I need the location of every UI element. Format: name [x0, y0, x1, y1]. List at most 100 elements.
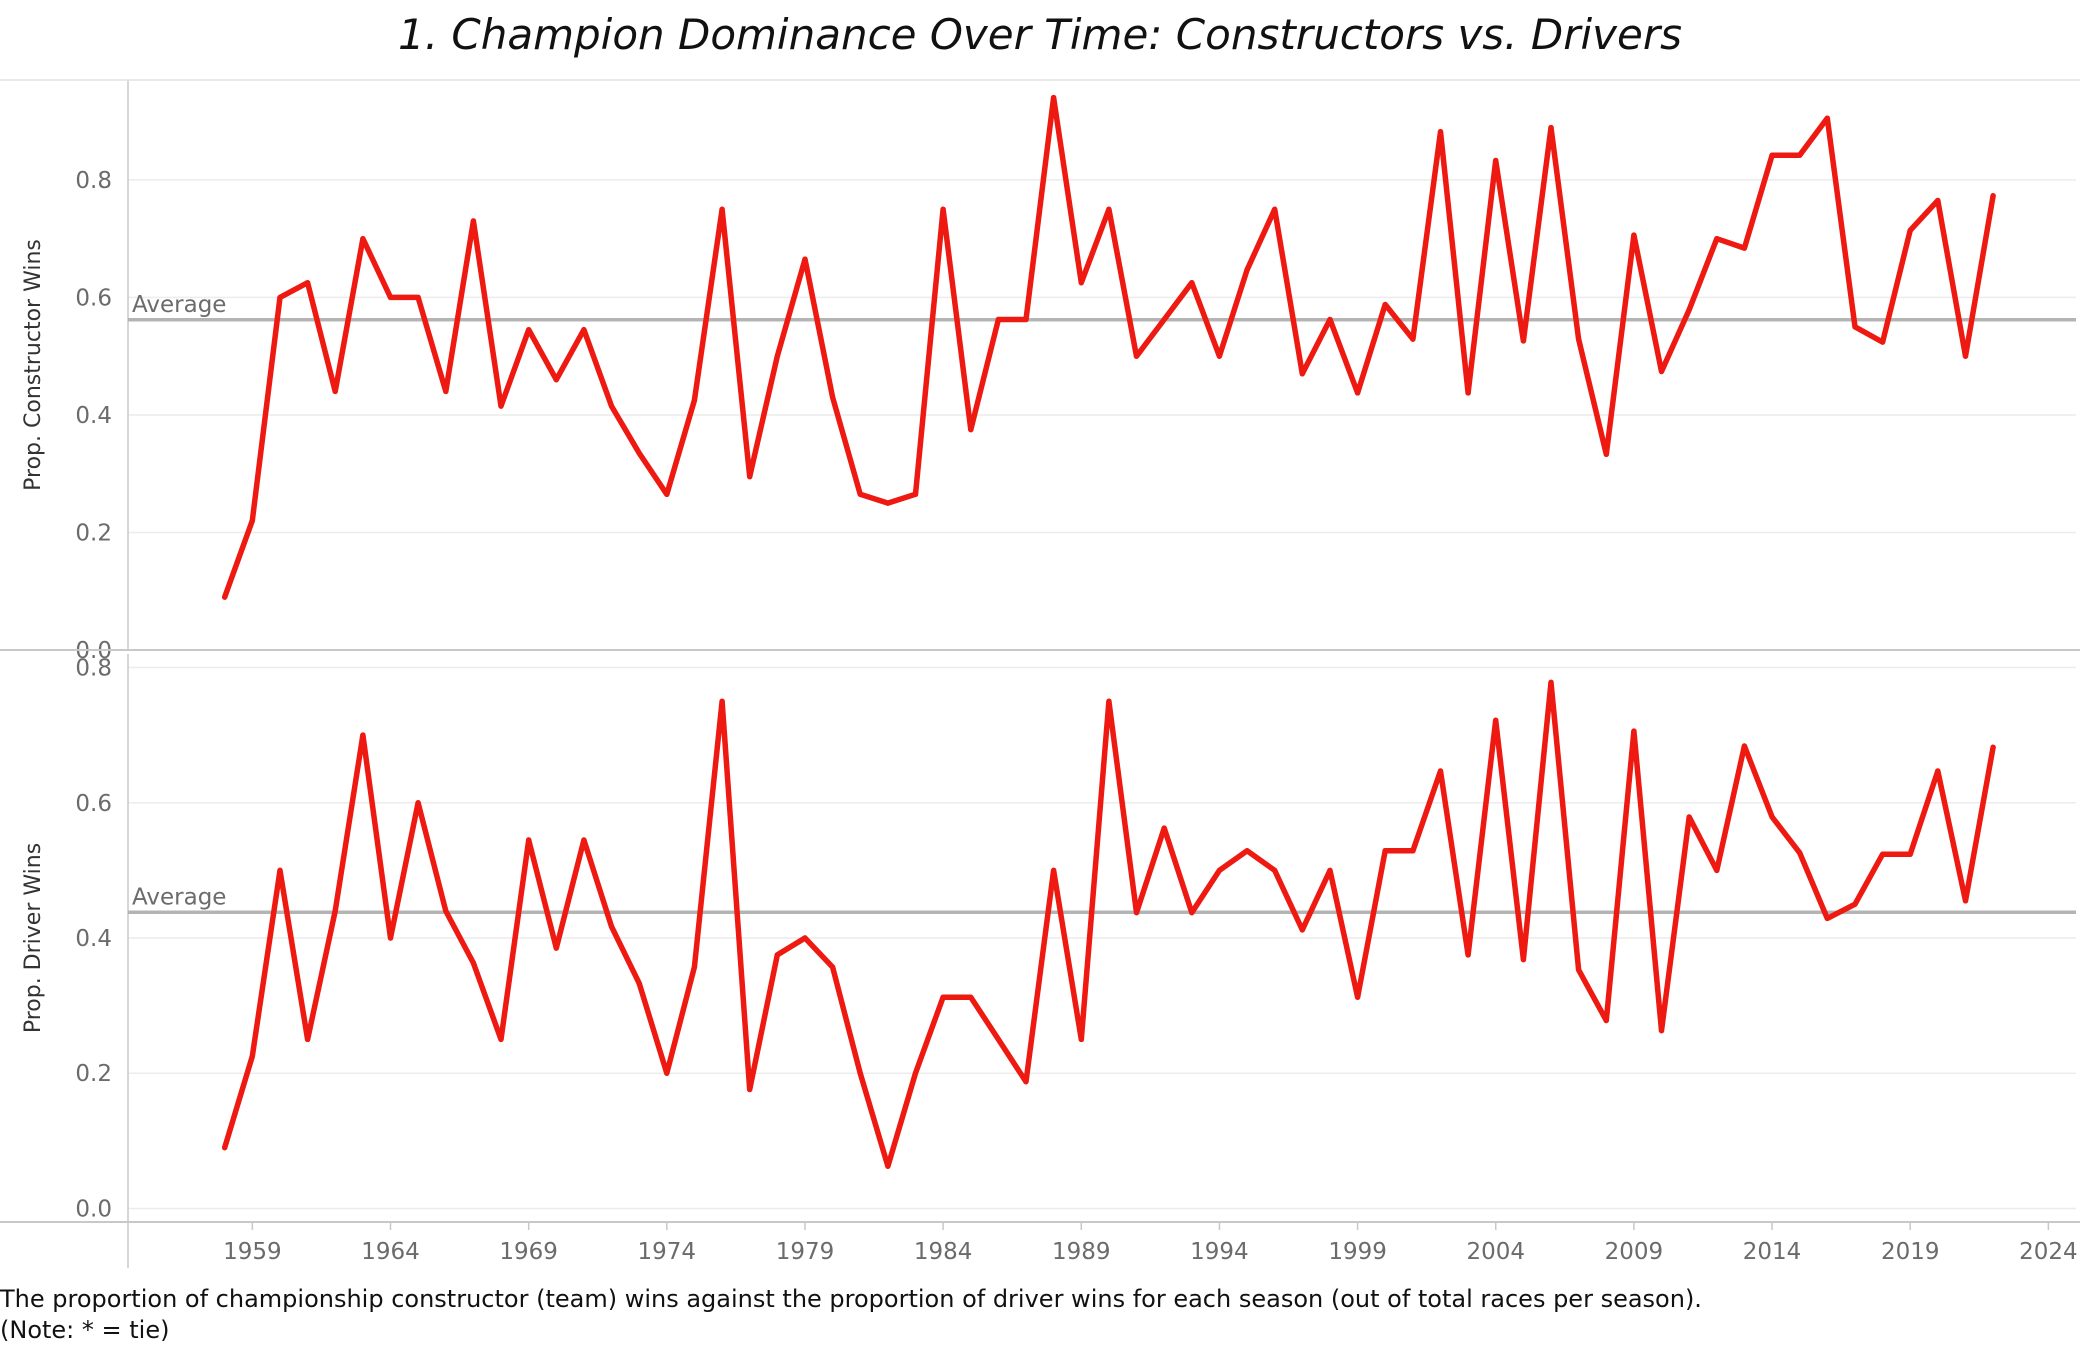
data-point — [1962, 353, 1969, 359]
data-point — [912, 1070, 919, 1076]
average-label: Average — [132, 884, 226, 910]
x-tick-label: 1989 — [1052, 1239, 1111, 1265]
data-point — [443, 388, 449, 395]
data-point — [1714, 867, 1720, 873]
data-point — [1327, 867, 1333, 873]
x-tick-label: 2004 — [1466, 1239, 1525, 1265]
data-point — [1520, 338, 1526, 344]
data-point — [1133, 910, 1140, 916]
data-point — [1962, 898, 1969, 904]
data-point — [553, 377, 559, 383]
data-point — [1824, 115, 1830, 121]
data-point — [1935, 768, 1941, 774]
x-tick-label: 1959 — [223, 1239, 282, 1265]
data-point — [691, 964, 698, 970]
data-point — [1189, 280, 1195, 286]
data-point — [1907, 227, 1913, 234]
data-point — [1852, 324, 1858, 330]
y-tick-label: 0.2 — [75, 520, 112, 546]
data-point — [1741, 743, 1748, 749]
data-point — [1272, 867, 1278, 873]
data-point — [1161, 316, 1167, 323]
data-point — [470, 218, 476, 224]
y-tick-label: 0.0 — [75, 1196, 112, 1222]
data-point — [387, 294, 394, 301]
data-point — [1797, 850, 1803, 856]
data-point — [774, 353, 780, 359]
data-point — [1161, 825, 1167, 831]
x-axis: 1959 1964 1969 1974 1979 1984 1989 1994 1999 2004… — [127, 1222, 2078, 1268]
data-point — [1548, 679, 1554, 686]
data-point — [1686, 307, 1692, 313]
data-point — [1327, 316, 1333, 323]
data-point — [1410, 336, 1416, 342]
data-point — [995, 1036, 1001, 1043]
y-tick-label: 0.6 — [75, 791, 112, 817]
data-point — [1520, 957, 1526, 963]
data-point — [1935, 197, 1941, 204]
x-tick-label: 1969 — [499, 1239, 558, 1265]
x-tick-label: 2009 — [1605, 1239, 1664, 1265]
data-point — [415, 800, 421, 806]
data-point — [470, 960, 476, 966]
y-tick-label: 0.4 — [75, 403, 112, 429]
data-point — [581, 837, 587, 843]
data-point — [1216, 867, 1223, 873]
data-point — [1106, 698, 1112, 704]
x-tick-label: 1994 — [1190, 1239, 1249, 1265]
data-point — [1741, 245, 1748, 251]
data-point — [968, 427, 974, 433]
driver-wins-panel: 0.0 0.2 0.4 0.6 0.8 Prop. Driver Wins Average — [0, 654, 2080, 1223]
chart-title: 1. Champion Dominance Over Time: Constru… — [397, 10, 1683, 59]
data-point — [1824, 915, 1830, 921]
data-point — [277, 294, 283, 301]
y-tick-label: 0.4 — [75, 926, 112, 952]
y-tick-label: 0.2 — [75, 1061, 112, 1087]
caption-line-1: The proportion of championship construct… — [0, 1285, 1702, 1313]
data-point — [1631, 728, 1637, 734]
data-point — [1382, 301, 1388, 308]
data-point — [774, 952, 780, 958]
data-point — [802, 256, 808, 262]
data-point — [940, 206, 946, 212]
y-tick-label: 0.8 — [75, 168, 112, 194]
data-point — [498, 403, 504, 409]
data-point — [1769, 814, 1775, 820]
data-point — [249, 1053, 255, 1059]
data-point — [1244, 267, 1250, 273]
data-point — [443, 908, 449, 914]
data-point — [387, 935, 394, 941]
data-point — [608, 923, 615, 930]
data-point — [1658, 368, 1665, 375]
data-point — [1051, 867, 1057, 873]
data-point — [1797, 152, 1803, 158]
data-point — [1272, 206, 1278, 212]
data-point — [1023, 316, 1029, 323]
data-point — [1354, 994, 1361, 1000]
data-point — [277, 867, 283, 873]
data-point — [857, 491, 863, 497]
data-point — [1603, 1017, 1609, 1024]
data-point — [691, 397, 698, 403]
y-axis-title: Prop. Constructor Wins — [21, 239, 46, 491]
data-point — [1493, 157, 1499, 164]
data-point — [1023, 1079, 1029, 1085]
data-point — [1879, 339, 1886, 345]
data-point — [608, 403, 615, 409]
y-tick-label: 0.6 — [75, 285, 112, 311]
data-point — [498, 1036, 504, 1043]
data-point — [526, 327, 532, 333]
data-point — [1410, 848, 1416, 854]
data-point — [1051, 95, 1057, 101]
data-point — [305, 1036, 311, 1043]
x-tick-label: 2019 — [1881, 1239, 1940, 1265]
data-point — [1244, 848, 1250, 854]
data-point — [664, 491, 670, 497]
data-point — [1189, 910, 1195, 916]
data-point — [829, 964, 836, 970]
series-line-constructor — [221, 94, 1996, 600]
x-tick-label: 1974 — [638, 1239, 697, 1265]
data-point — [1879, 851, 1886, 857]
x-tick-label: 1979 — [776, 1239, 835, 1265]
